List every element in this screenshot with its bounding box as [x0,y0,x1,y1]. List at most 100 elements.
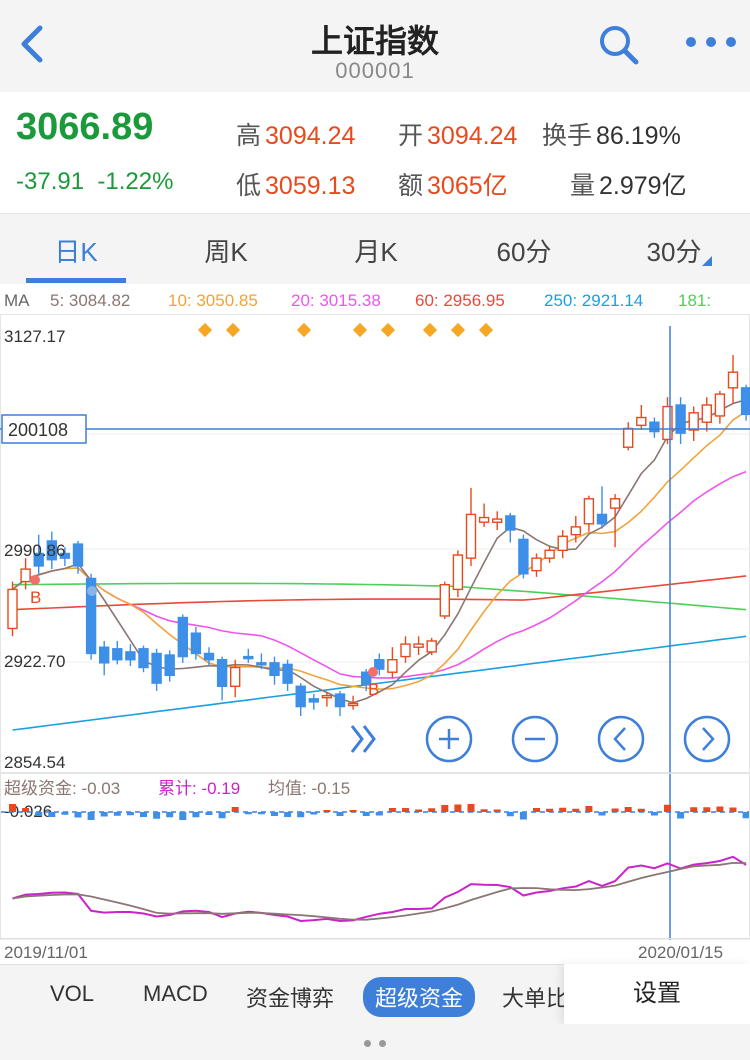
fund-bar-down [205,812,213,815]
sell-signal-dot [87,586,97,596]
candle-up [623,427,634,448]
minus-icon[interactable] [511,715,559,763]
candle-up [465,513,477,559]
chevron-right-icon[interactable] [683,715,731,763]
candle-down [518,538,529,575]
fund-bar-up [402,808,409,812]
ma5-line [12,398,747,704]
high-value: 3094.24 [265,122,356,150]
plus-icon[interactable] [425,715,473,763]
candle-up [701,404,712,423]
tab-60min[interactable]: 60分 [496,237,552,267]
y-tick-label: 2990.86 [4,541,65,560]
buy-signal-dot [30,575,40,585]
ma250-line [12,635,747,731]
tab-big-order[interactable]: 大单比 [502,986,569,1011]
ma181-legend: 181: [678,291,711,310]
page-dot [379,1040,386,1047]
open-value: 3094.24 [427,122,518,150]
chevron-left-icon[interactable] [597,715,645,763]
ma250-legend: 250: 2921.14 [544,291,643,310]
nav-bar: 上证指数 000001 [0,0,750,92]
candle-down [177,616,189,658]
candle-down [308,698,319,703]
candle-down [374,659,385,670]
tab-30min[interactable]: 30分 [646,237,702,267]
tab-monthly[interactable]: 月K [354,237,398,267]
candle-down [190,632,202,655]
fund-bars [9,804,750,820]
candle-up [20,568,31,583]
tab-vol[interactable]: VOL [50,981,95,1006]
candle-down [164,654,175,677]
fund-bar-down [650,812,658,816]
candle-down [334,693,346,708]
fund-bar-up [572,808,580,812]
fund-bar-up [480,809,488,812]
tab-macd[interactable]: MACD [143,981,208,1006]
tab-daily[interactable]: 日K [54,237,98,267]
more-icon[interactable] [684,30,738,54]
candle-down [216,659,228,687]
fund-bar-up [690,807,698,812]
ma181-line [12,582,747,611]
back-arrow-icon[interactable] [14,22,54,66]
tab-fund-game[interactable]: 资金博弈 [246,986,335,1011]
search-icon[interactable] [596,22,640,66]
y-tick-label: 3127.17 [4,327,65,346]
low-label: 低 [236,172,262,200]
candle-up [714,393,726,417]
x-tick-label: 2020/01/15 [638,943,723,962]
candle-down [361,671,372,686]
fast-forward-icon[interactable] [350,725,376,753]
candle-down [295,685,306,708]
y-tick-label: 2922.70 [4,652,65,671]
fund-bar-up [323,810,331,812]
candle-up [531,557,542,572]
amount-value: 3065亿 [427,172,508,200]
ma60-line [12,575,747,611]
page-title: 上证指数 [310,23,439,59]
buy-signal-dot [368,667,378,677]
cumulative-line [12,855,747,923]
candle-up [321,694,333,699]
fund-bar-up [415,809,423,812]
ma20-line [12,470,747,679]
candle-up [400,643,411,658]
candle-down [59,552,71,559]
tab-weekly[interactable]: 周K [204,237,248,267]
fund-bar-down [126,812,134,816]
fund-bar-up [611,808,619,812]
y-tick-label: 2854.54 [4,753,65,772]
fund-bar-down [677,812,685,819]
fund-bar-down [257,812,265,815]
volume-value: 2.979亿 [599,172,687,200]
candle-up [452,554,464,591]
fund-lines [12,855,747,923]
candle-up [387,659,398,673]
fund-bar-down [310,812,318,815]
candle-up [544,549,555,559]
fund-bar-down [284,812,292,817]
ma10-legend: 10: 3050.85 [168,291,258,310]
candle-up [609,498,621,509]
buy-signal-label: B [368,680,379,699]
fund-bar-down [87,812,95,820]
diamond-marker [450,322,466,338]
diamond-marker [422,322,438,338]
fund-bar-down [74,812,82,818]
page-dot [364,1040,371,1047]
chart-area[interactable]: MA 5: 3084.82 10: 3050.85 20: 3015.38 60… [0,284,750,964]
fund-bar-up [703,807,711,812]
diamond-marker [380,322,396,338]
open-item: 开 3094.24 [398,116,517,152]
fund-bar-up [546,808,554,812]
settings-button[interactable]: 设置 [564,964,750,1024]
buy-signal-label: B [30,588,41,607]
candle-down [85,577,97,655]
volume-label: 量 [570,172,596,200]
tab-super-fund[interactable]: 超级资金 [363,977,476,1017]
fund-bar-up [349,810,357,812]
fund-bar-down [362,812,370,816]
kline-chart[interactable]: MA 5: 3084.82 10: 3050.85 20: 3015.38 60… [0,284,750,964]
